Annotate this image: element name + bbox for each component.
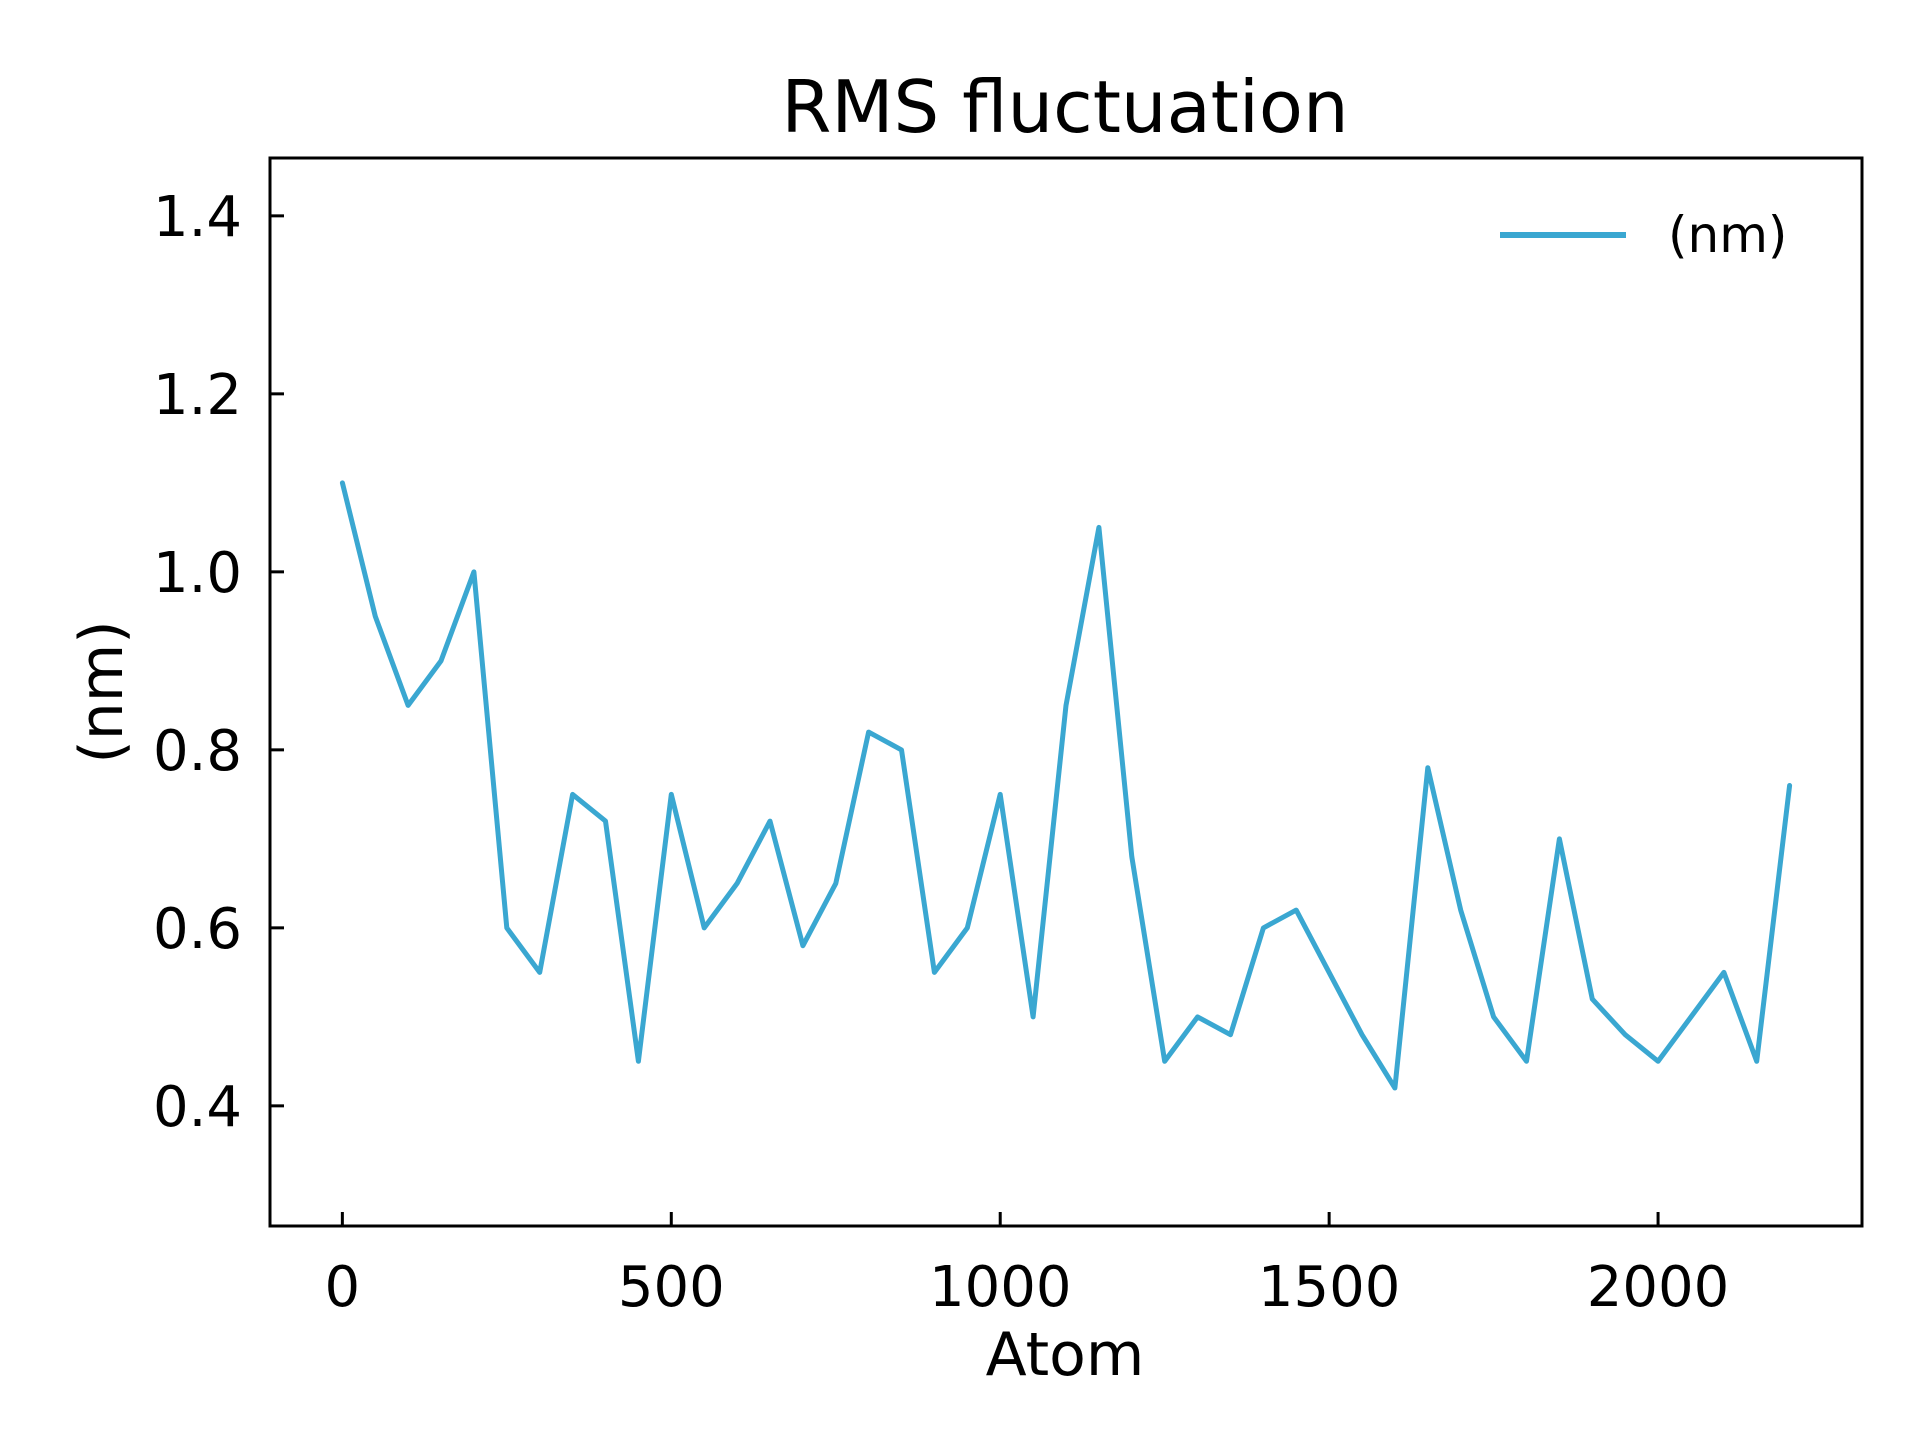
legend: (nm) bbox=[1500, 206, 1787, 264]
x-tick-label: 2000 bbox=[1587, 1255, 1730, 1320]
x-tick-label: 1500 bbox=[1258, 1255, 1401, 1320]
series-line bbox=[339, 480, 1793, 1091]
y-tick-label: 1.4 bbox=[153, 185, 242, 250]
y-tick-label: 0.8 bbox=[153, 719, 242, 784]
plot-frame bbox=[268, 156, 1864, 1228]
x-axis-label: Atom bbox=[986, 1320, 1145, 1390]
y-tick-label: 0.4 bbox=[153, 1075, 242, 1140]
x-tick-label: 0 bbox=[325, 1255, 361, 1320]
y-axis-label: (nm) bbox=[67, 620, 137, 763]
series-layer bbox=[339, 480, 1793, 1091]
legend-label: (nm) bbox=[1668, 206, 1787, 264]
axis-ticks: 0 500 1000 1500 2000 0.4 0.6 0.8 1.0 1.2 1.4 bbox=[153, 185, 1729, 1320]
x-tick-label: 1000 bbox=[929, 1255, 1072, 1320]
y-tick-label: 0.6 bbox=[153, 897, 242, 962]
y-tick-label: 1.2 bbox=[153, 363, 242, 428]
chart-title: RMS fluctuation bbox=[781, 65, 1348, 149]
x-tick-label: 500 bbox=[618, 1255, 725, 1320]
y-tick-label: 1.0 bbox=[153, 541, 242, 606]
